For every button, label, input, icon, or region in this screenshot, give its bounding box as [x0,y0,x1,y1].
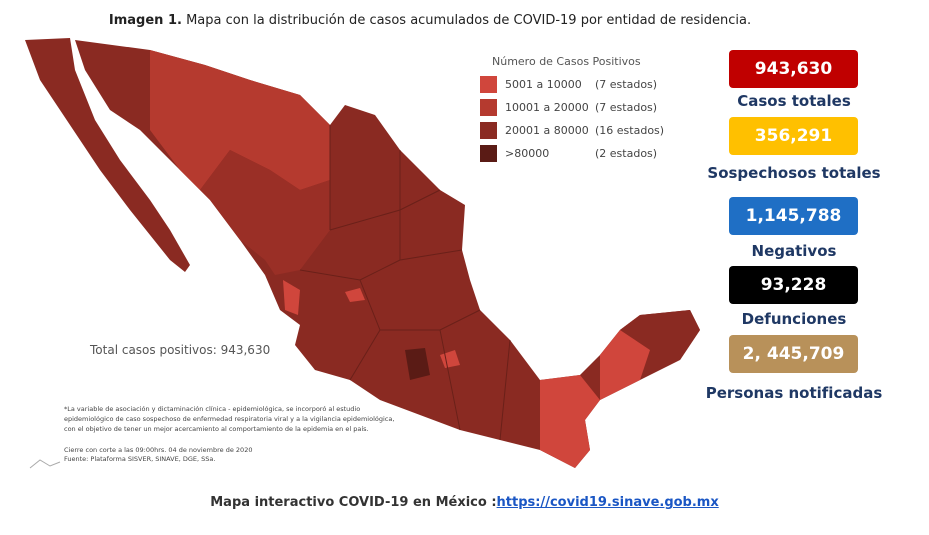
stat-label: Negativos [751,242,837,260]
map-region [405,348,430,380]
legend-count: (7 estados) [595,101,658,114]
note-line: con el objetivo de tener un mejor acerca… [64,425,369,433]
note-line: *La variable de asociación y dictaminaci… [64,405,361,413]
legend-item: 20001 a 80000 (16 estados) [480,122,664,139]
title-bold: Imagen 1. [108,13,182,28]
legend-swatch [480,145,497,162]
logo-mark [29,459,61,469]
map-region [150,50,330,190]
map-region [345,288,365,302]
legend-range: 20001 a 80000 [505,124,589,137]
stat-label: Personas notificadas [705,384,883,402]
legend-range: 10001 a 20000 [505,101,589,114]
legend-range: >80000 [505,147,550,160]
legend-count: (7 estados) [595,78,658,91]
stat-value: 93,228 [729,266,858,304]
map-region [540,375,600,468]
stat-label: Casos totales [737,92,851,110]
title-text: Mapa con la distribución de casos acumul… [186,13,752,28]
legend-item: 5001 a 10000 (7 estados) [480,76,657,93]
note-line: Cierre con corte a las 09:00hrs. 04 de n… [64,446,253,454]
map-region [283,280,300,315]
legend-title: Número de Casos Positivos [492,55,641,68]
state-borders [299,125,511,441]
note-line: Fuente: Plataforma SISVER, SINAVE, DGE, … [64,455,216,463]
stat-value: 356,291 [729,117,858,155]
legend-item: >80000 (2 estados) [480,145,657,162]
map-region [25,38,190,272]
map [25,38,700,469]
stat-label: Sospechosos totales [707,164,881,182]
legend-swatch [480,76,497,93]
stat-value: 2, 445,709 [729,335,858,373]
stat-label: Defunciones [741,310,847,328]
legend-swatch [480,99,497,116]
legend-count: (16 estados) [595,124,665,137]
footer-text: Mapa interactivo COVID-19 en México : [210,495,497,510]
stat-value: 1,145,788 [729,197,858,235]
legend-range: 5001 a 10000 [505,78,582,91]
footer-link[interactable]: https://covid19.sinave.gob.mx [496,495,719,510]
title: Imagen 1. Mapa con la distribución de ca… [0,13,860,28]
map-region [200,150,330,275]
footer: Mapa interactivo COVID-19 en México :htt… [0,495,929,510]
stat-value: 943,630 [729,50,858,88]
map-region [620,310,700,360]
legend-swatch [480,122,497,139]
legend-item: 10001 a 20000 (7 estados) [480,99,657,116]
total-label: Total casos positivos: 943,630 [90,343,271,357]
legend-count: (2 estados) [595,147,658,160]
note-line: epidemiológico de caso sospechoso de enf… [64,415,395,423]
